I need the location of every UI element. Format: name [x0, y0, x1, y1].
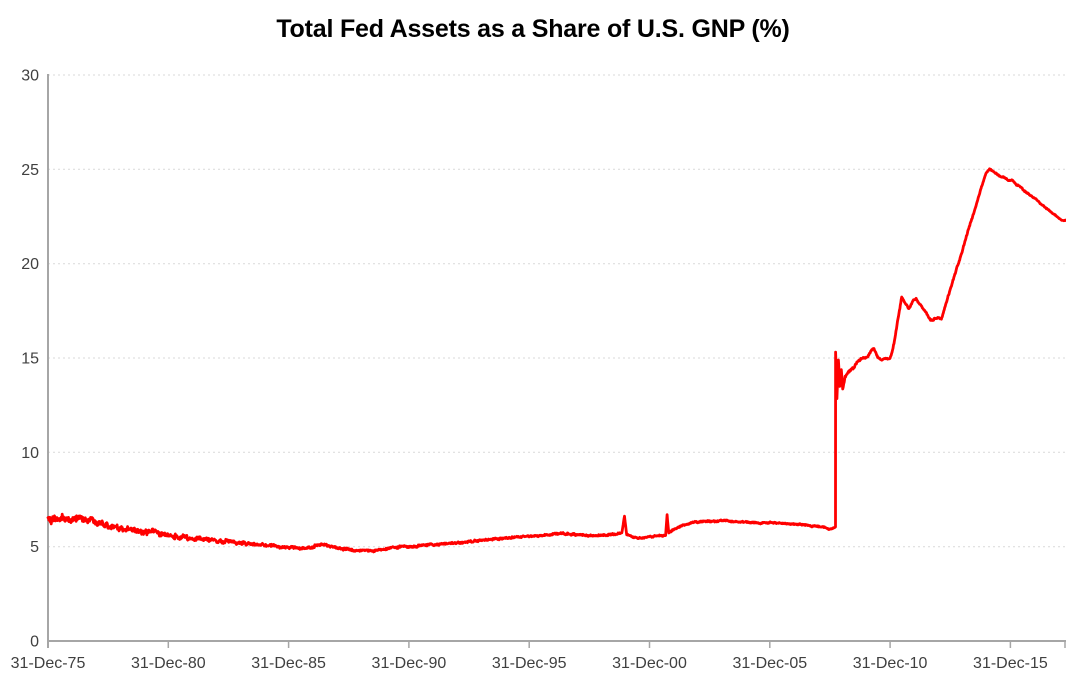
x-tick-label: 31-Dec-10 [853, 655, 928, 672]
series-line [46, 167, 1066, 554]
y-tick-label: 25 [21, 162, 39, 179]
y-tick-label: 15 [21, 351, 39, 368]
y-tick-label: 5 [30, 539, 39, 556]
y-tick-label: 20 [21, 256, 39, 273]
x-tick-label: 31-Dec-90 [372, 655, 447, 672]
x-tick-label: 31-Dec-95 [492, 655, 567, 672]
y-tick-label: 10 [21, 445, 39, 462]
y-tick-label: 0 [30, 634, 39, 651]
chart-title: Total Fed Assets as a Share of U.S. GNP … [276, 15, 790, 43]
x-tick-label: 31-Dec-15 [973, 655, 1048, 672]
x-tick-label: 31-Dec-00 [612, 655, 687, 672]
x-tick-label: 31-Dec-05 [732, 655, 807, 672]
y-tick-label: 30 [21, 68, 39, 85]
x-tick-label: 31-Dec-85 [251, 655, 326, 672]
x-tick-label: 31-Dec-75 [11, 655, 86, 672]
x-tick-label: 31-Dec-80 [131, 655, 206, 672]
